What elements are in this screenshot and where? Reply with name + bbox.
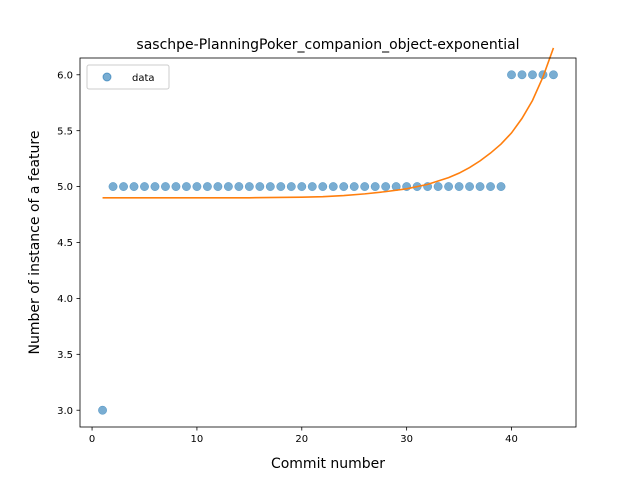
data-point — [265, 182, 275, 192]
data-point — [98, 405, 108, 415]
data-point — [528, 70, 537, 80]
data-point — [507, 70, 516, 80]
data-point — [517, 70, 527, 80]
data-point — [349, 182, 359, 192]
x-tick-label: 20 — [295, 434, 308, 445]
y-tick-label: 5.5 — [57, 126, 73, 137]
data-point — [286, 182, 296, 192]
legend-box — [86, 64, 170, 90]
data-point — [223, 182, 233, 192]
plot-area — [98, 47, 558, 415]
data-point — [454, 182, 464, 192]
fit-curve — [102, 47, 555, 199]
legend: data — [86, 64, 170, 90]
y-tick-label: 4.0 — [57, 294, 73, 305]
x-tick-label: 0 — [89, 434, 95, 445]
y-tick-label: 5.0 — [57, 182, 73, 193]
data-point — [496, 182, 506, 192]
x-tick-label: 40 — [505, 434, 518, 445]
data-point — [360, 182, 370, 192]
data-point — [328, 182, 338, 192]
data-point — [108, 182, 118, 192]
y-tick-label: 3.5 — [57, 350, 73, 361]
data-point — [381, 182, 391, 192]
legend-label: data — [132, 73, 155, 84]
data-point — [307, 182, 317, 192]
data-point — [140, 182, 149, 192]
y-tick-label: 3.0 — [57, 406, 73, 417]
data-point — [276, 182, 286, 192]
x-tick-label: 30 — [400, 434, 413, 445]
data-point — [181, 182, 191, 192]
data-point — [119, 182, 128, 192]
data-point — [370, 182, 380, 192]
data-point — [192, 182, 202, 192]
data-point — [244, 182, 254, 192]
data-point — [255, 182, 265, 192]
data-point — [465, 182, 475, 192]
data-point — [549, 70, 558, 80]
data-point — [234, 182, 244, 192]
data-point — [202, 182, 212, 192]
data-point — [444, 182, 454, 192]
data-point — [339, 182, 349, 192]
data-point — [171, 182, 181, 192]
chart-title: saschpe-PlanningPoker_companion_object-e… — [136, 37, 519, 53]
data-point — [297, 182, 307, 192]
data-point — [150, 182, 160, 192]
y-tick-label: 6.0 — [57, 70, 73, 81]
data-point — [213, 182, 223, 192]
data-point — [318, 182, 328, 192]
data-point — [475, 182, 485, 192]
data-point — [161, 182, 170, 192]
legend-marker — [102, 72, 112, 82]
data-point — [486, 182, 495, 192]
x-tick-label: 10 — [191, 434, 204, 445]
data-point — [433, 182, 443, 192]
data-point — [129, 182, 139, 192]
axis-ticks: 0 10 20 30 40 3.0 3.5 4.0 4.5 5.0 5.5 6.0 — [57, 70, 518, 445]
x-axis-label: Commit number — [271, 456, 385, 472]
y-axis-label: Number of instance of a feature — [27, 131, 43, 355]
y-tick-label: 4.5 — [57, 238, 73, 249]
